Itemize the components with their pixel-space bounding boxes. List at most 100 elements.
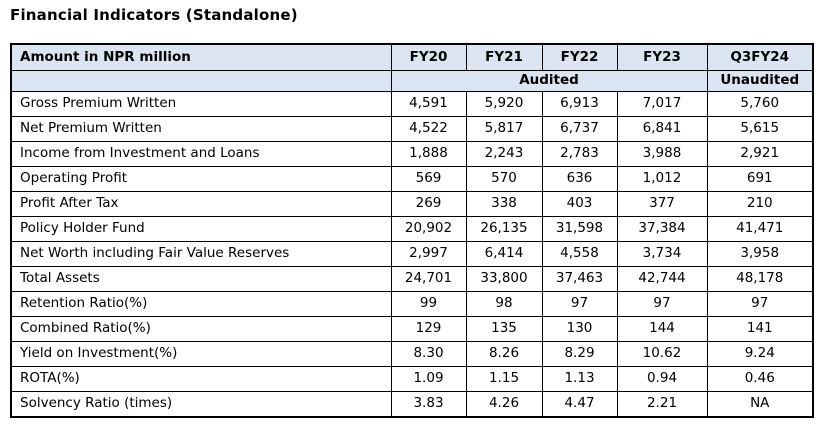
row-label: Yield on Investment(%) (10, 341, 392, 367)
row-value: 3,734 (616, 241, 708, 267)
year-header: FY22 (541, 43, 618, 71)
row-value: 7,017 (616, 91, 708, 117)
unaudited-header: Unaudited (706, 70, 814, 92)
row-value: 5,817 (465, 116, 543, 142)
row-value: 636 (541, 166, 618, 192)
row-value: 6,414 (465, 241, 543, 267)
row-value: 3.83 (390, 391, 467, 418)
row-value: 2,997 (390, 241, 467, 267)
row-value: 97 (616, 291, 708, 317)
row-label: Policy Holder Fund (10, 216, 392, 242)
audited-header: Audited (390, 70, 708, 92)
row-label: Net Premium Written (10, 116, 392, 142)
row-value: 4.47 (541, 391, 618, 418)
row-value: 377 (616, 191, 708, 217)
row-value: 338 (465, 191, 543, 217)
row-value: 144 (616, 316, 708, 342)
row-value: 0.46 (706, 366, 814, 392)
table-row: Solvency Ratio (times) 3.83 4.26 4.47 2.21 NA (10, 391, 814, 418)
row-value: 5,760 (706, 91, 814, 117)
row-value: 20,902 (390, 216, 467, 242)
row-value: 0.94 (616, 366, 708, 392)
row-value: 2,921 (706, 141, 814, 167)
row-label: Gross Premium Written (10, 91, 392, 117)
corner-header: Amount in NPR million (10, 43, 392, 71)
row-value: 98 (465, 291, 543, 317)
row-value: 1,012 (616, 166, 708, 192)
table-row: Yield on Investment(%) 8.30 8.26 8.29 10.62 9… (10, 341, 814, 367)
row-value: 4.26 (465, 391, 543, 418)
row-label: Solvency Ratio (times) (10, 391, 392, 418)
row-value: 1.13 (541, 366, 618, 392)
year-header-row: Amount in NPR million FY20 FY21 FY22 FY23 Q3… (10, 43, 814, 71)
table-row: Net Worth including Fair Value Reserves 2… (10, 241, 814, 267)
row-value: NA (706, 391, 814, 418)
row-value: 37,463 (541, 266, 618, 292)
table-row: Combined Ratio(%) 129 135 130 144 141 (10, 316, 814, 342)
row-value: 691 (706, 166, 814, 192)
row-value: 8.26 (465, 341, 543, 367)
year-header: FY23 (616, 43, 708, 71)
row-value: 48,178 (706, 266, 814, 292)
year-header: FY21 (465, 43, 543, 71)
table-row: Policy Holder Fund 20,902 26,135 31,598 37,3… (10, 216, 814, 242)
row-value: 99 (390, 291, 467, 317)
row-value: 42,744 (616, 266, 708, 292)
row-value: 6,841 (616, 116, 708, 142)
row-value: 6,913 (541, 91, 618, 117)
row-label: ROTA(%) (10, 366, 392, 392)
audit-status-row: Audited Unaudited (10, 70, 814, 92)
row-value: 569 (390, 166, 467, 192)
row-value: 8.30 (390, 341, 467, 367)
row-value: 269 (390, 191, 467, 217)
row-value: 4,558 (541, 241, 618, 267)
row-value: 5,920 (465, 91, 543, 117)
year-header: FY20 (390, 43, 467, 71)
row-value: 4,591 (390, 91, 467, 117)
row-value: 2,783 (541, 141, 618, 167)
financial-indicators-table: Amount in NPR million FY20 FY21 FY22 FY23 Q3… (10, 43, 814, 418)
row-value: 210 (706, 191, 814, 217)
table-row: ROTA(%) 1.09 1.15 1.13 0.94 0.46 (10, 366, 814, 392)
row-value: 97 (706, 291, 814, 317)
row-value: 3,958 (706, 241, 814, 267)
row-label: Income from Investment and Loans (10, 141, 392, 167)
row-value: 10.62 (616, 341, 708, 367)
row-label: Profit After Tax (10, 191, 392, 217)
row-value: 41,471 (706, 216, 814, 242)
row-value: 570 (465, 166, 543, 192)
row-value: 135 (465, 316, 543, 342)
table-row: Income from Investment and Loans 1,888 2,2… (10, 141, 814, 167)
row-value: 403 (541, 191, 618, 217)
row-value: 8.29 (541, 341, 618, 367)
row-label: Retention Ratio(%) (10, 291, 392, 317)
table-row: Net Premium Written 4,522 5,817 6,737 6,841 5… (10, 116, 814, 142)
year-header: Q3FY24 (706, 43, 814, 71)
row-value: 97 (541, 291, 618, 317)
row-value: 2.21 (616, 391, 708, 418)
page-title: Financial Indicators (Standalone) (10, 6, 298, 24)
table-row: Gross Premium Written 4,591 5,920 6,913 7,01… (10, 91, 814, 117)
row-value: 1.09 (390, 366, 467, 392)
row-value: 37,384 (616, 216, 708, 242)
row-label: Combined Ratio(%) (10, 316, 392, 342)
row-value: 24,701 (390, 266, 467, 292)
row-value: 5,615 (706, 116, 814, 142)
row-label: Total Assets (10, 266, 392, 292)
row-value: 6,737 (541, 116, 618, 142)
row-value: 3,988 (616, 141, 708, 167)
row-value: 31,598 (541, 216, 618, 242)
table-row: Total Assets 24,701 33,800 37,463 42,744 48,1… (10, 266, 814, 292)
row-value: 4,522 (390, 116, 467, 142)
table-body: Gross Premium Written 4,591 5,920 6,913 7,01… (10, 91, 814, 418)
row-value: 1.15 (465, 366, 543, 392)
row-value: 9.24 (706, 341, 814, 367)
row-label: Operating Profit (10, 166, 392, 192)
row-label: Net Worth including Fair Value Reserves (10, 241, 392, 267)
row-value: 26,135 (465, 216, 543, 242)
row-value: 2,243 (465, 141, 543, 167)
row-value: 130 (541, 316, 618, 342)
audit-row-blank-cell (10, 70, 392, 92)
row-value: 141 (706, 316, 814, 342)
table-row: Profit After Tax 269 338 403 377 210 (10, 191, 814, 217)
